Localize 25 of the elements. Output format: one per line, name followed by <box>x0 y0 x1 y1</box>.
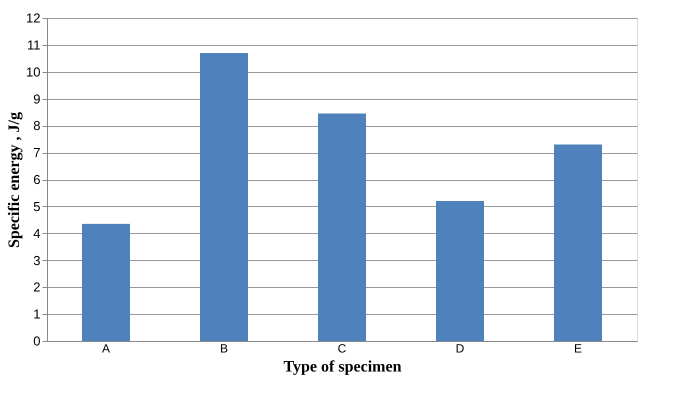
y-tick-label: 9 <box>33 91 40 106</box>
bar <box>554 144 602 341</box>
y-tick-label: 4 <box>33 226 40 241</box>
y-tick-label: 11 <box>27 37 40 52</box>
y-tick-label: 5 <box>33 198 40 214</box>
x-tick-label: B <box>220 342 228 356</box>
bar <box>82 224 130 341</box>
bar <box>436 201 484 341</box>
y-tick-label: 2 <box>33 280 40 295</box>
y-tick-label: 3 <box>33 252 40 268</box>
y-tick-label: 7 <box>33 145 40 160</box>
x-tick-label: C <box>338 342 347 356</box>
y-tick-label: 12 <box>26 10 40 26</box>
y-tick-label: 8 <box>33 118 40 134</box>
x-tick-label: E <box>574 342 582 356</box>
y-tick-label: 0 <box>33 334 40 348</box>
y-axis-title: Specific energy , J/g <box>6 112 24 248</box>
x-tick-label: D <box>456 342 465 356</box>
y-tick-label: 1 <box>33 306 40 322</box>
x-tick-label: A <box>102 342 110 356</box>
y-tick-label: 6 <box>33 172 40 187</box>
x-axis-title: Type of specimen <box>284 358 402 376</box>
y-tick-label: 10 <box>26 64 40 80</box>
bar <box>318 114 366 341</box>
bar <box>200 52 248 341</box>
